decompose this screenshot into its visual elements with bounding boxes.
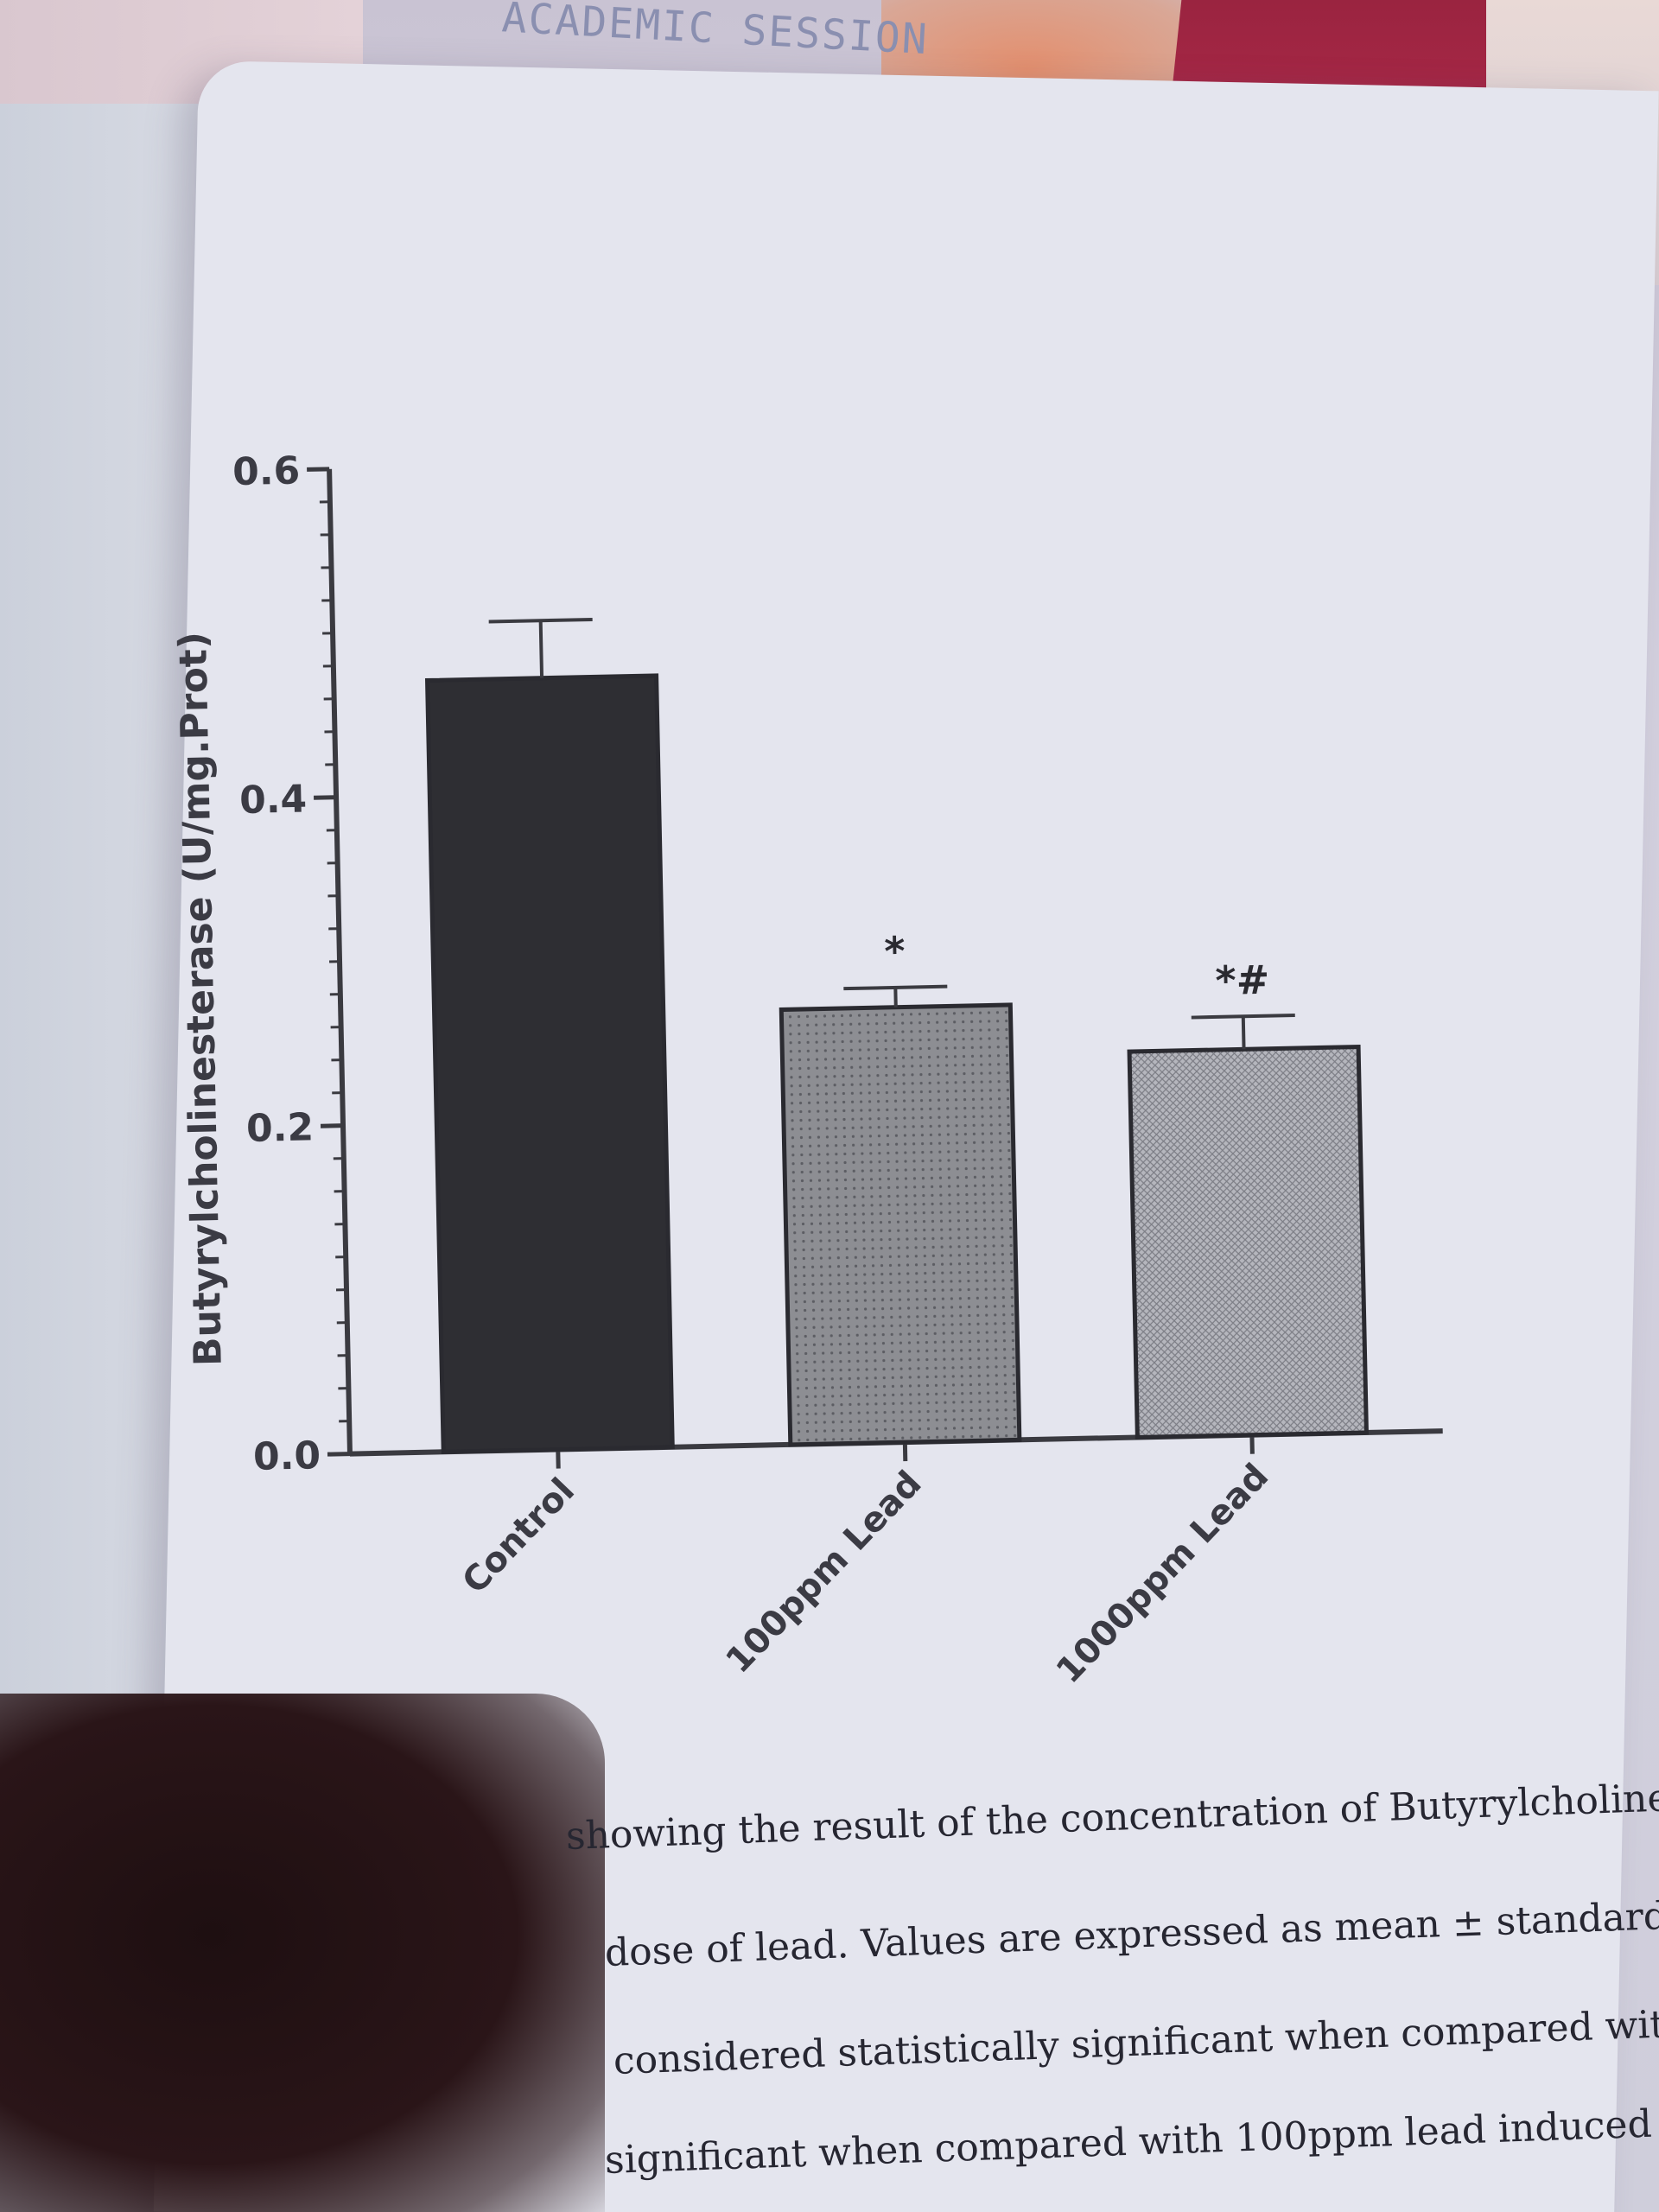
significance-label: *# xyxy=(1215,957,1270,1004)
y-axis-label: Butyrylcholinesterase (U/mg.Prot) xyxy=(171,632,231,1367)
error-bar-cap xyxy=(488,617,593,624)
y-axis: 0.0 0.2 0.4 0.6 xyxy=(232,449,353,1479)
caption-line-3: considered statistically significant whe… xyxy=(613,1998,1659,2083)
error-bar-stem xyxy=(538,620,544,678)
error-bar-cap xyxy=(843,984,948,991)
caption-line-2: dose of lead. Values are expressed as me… xyxy=(604,1888,1659,1975)
y-major-tick xyxy=(327,1452,351,1457)
y-tick-label: 0.2 xyxy=(246,1105,315,1151)
x-tick-label: Control xyxy=(454,1471,582,1601)
bar-control xyxy=(424,673,675,1454)
x-tick-label: 100ppm Lead xyxy=(719,1464,930,1681)
bars-group xyxy=(424,673,1369,1454)
bar-1000ppm-lead xyxy=(1127,1044,1369,1440)
y-tick-label: 0.6 xyxy=(232,449,301,495)
error-bars-group xyxy=(488,617,1295,1050)
bar-100ppm-lead xyxy=(779,1002,1022,1447)
error-bar-stem xyxy=(1241,1016,1246,1050)
significance-labels-group: * *# xyxy=(884,928,1270,1004)
y-major-tick xyxy=(320,1123,344,1128)
y-tick-label: 0.0 xyxy=(253,1433,321,1479)
error-bar-cap xyxy=(1191,1014,1295,1020)
figure-caption: showing the result of the concentration … xyxy=(0,1772,1659,2212)
caption-line-1: showing the result of the concentration … xyxy=(565,1771,1659,1859)
x-tick-labels-group: Control 100ppm Lead 1000ppm Lead xyxy=(454,1456,1276,1691)
hand-shadow xyxy=(0,1694,605,2212)
y-major-tick xyxy=(307,467,330,472)
x-tick-label: 1000ppm Lead xyxy=(1049,1456,1276,1691)
caption-line-4: significant when compared with 100ppm le… xyxy=(604,2101,1653,2183)
y-tick-label: 0.4 xyxy=(239,777,308,823)
significance-label: * xyxy=(884,928,906,975)
